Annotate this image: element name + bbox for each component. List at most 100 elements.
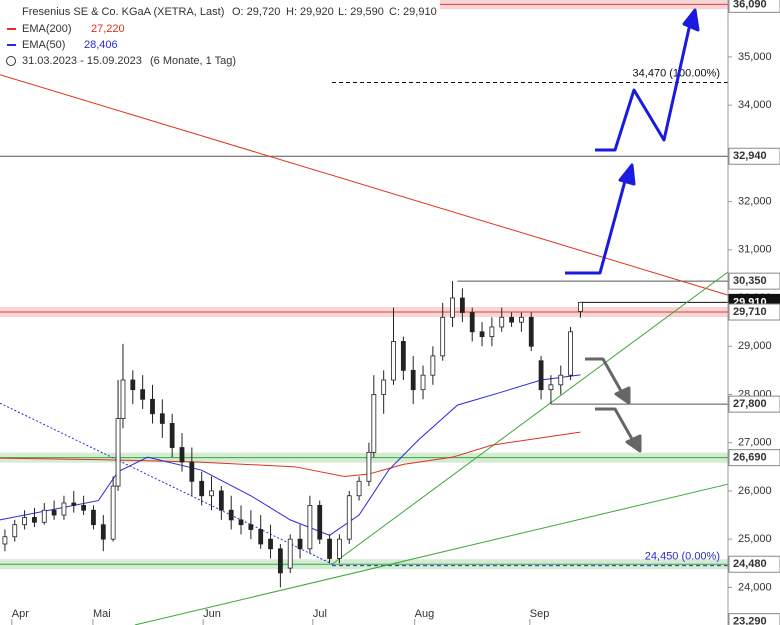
level-box <box>728 0 780 13</box>
candle-body <box>509 316 514 323</box>
candle-body <box>528 316 534 347</box>
candle-body <box>277 548 283 574</box>
y-tick-label: 27,000 <box>738 437 772 449</box>
forecast-arrows <box>565 8 700 453</box>
candle-body <box>130 379 136 391</box>
candle-body <box>519 316 524 323</box>
candle-body <box>410 369 416 391</box>
y-tick-label: 34,000 <box>738 99 772 111</box>
trendline <box>0 74 729 296</box>
legend-label: EMA(50) <box>22 39 65 51</box>
candle-body <box>159 413 165 424</box>
level-box <box>728 555 780 573</box>
y-tick-label: 24,000 <box>738 581 772 593</box>
candle-body <box>248 524 254 530</box>
level-box <box>728 303 780 321</box>
x-tick-label: Jul <box>313 608 327 620</box>
candle-body <box>430 355 436 376</box>
ohlc: L: 29,590 <box>338 6 384 18</box>
candle-body <box>317 505 323 540</box>
candle-body <box>115 418 121 487</box>
trendline <box>134 483 729 625</box>
x-tick-label: Mai <box>93 608 111 620</box>
candle-body <box>32 517 37 523</box>
candle-body <box>238 519 244 526</box>
candle-body <box>71 502 77 506</box>
y-tick-label: 26,000 <box>738 485 772 497</box>
candle-body <box>366 451 372 482</box>
candle-body <box>228 509 234 521</box>
candle-body <box>218 490 224 511</box>
candle-body <box>489 326 495 338</box>
trendline <box>0 402 335 566</box>
period: 31.03.2023 - 15.09.2023 <box>22 55 142 67</box>
level-label: 36,090 <box>733 0 767 10</box>
level-box <box>728 395 780 413</box>
title: Fresenius SE & Co. KGaA (XETRA, Last) <box>22 6 224 18</box>
ohlc: H: 29,920 <box>286 6 334 18</box>
candle-body <box>2 536 8 545</box>
candle-body <box>391 341 396 381</box>
level-label: 30,350 <box>733 275 767 287</box>
candle-body <box>381 379 387 395</box>
candle-body <box>110 485 116 540</box>
candle-body <box>400 341 406 371</box>
level-label: 27,800 <box>733 398 767 410</box>
candle-body <box>499 316 505 328</box>
candle-body <box>150 398 155 415</box>
level-box <box>728 613 780 625</box>
y-tick-label: 31,000 <box>738 244 772 256</box>
fib-label: 34,470 (100.00%) <box>633 67 720 79</box>
candle-body <box>12 524 18 538</box>
level-label: 26,690 <box>733 452 767 464</box>
candle-body <box>346 495 352 540</box>
candle-body <box>469 312 475 333</box>
x-tick-label: Aug <box>415 608 435 620</box>
candle-body <box>538 360 544 391</box>
level-label: 32,940 <box>733 150 767 162</box>
candle-body <box>578 301 583 312</box>
candle-body <box>440 316 446 357</box>
candle-body <box>100 524 106 540</box>
candle-body <box>209 490 214 497</box>
y-tick-label: 35,000 <box>738 51 772 63</box>
candle-body <box>548 384 554 391</box>
candle-body <box>51 509 57 516</box>
ohlc: C: 29,910 <box>389 6 437 18</box>
candle-body <box>337 538 342 559</box>
candle-body <box>420 374 426 391</box>
candle-body <box>371 394 377 453</box>
candle-body <box>356 480 362 497</box>
level-box <box>728 147 780 165</box>
level-label: 24,480 <box>733 558 767 570</box>
candle-body <box>169 423 175 448</box>
legend-value: 27,220 <box>91 23 125 35</box>
x-tick-label: Jun <box>203 608 221 620</box>
level-box <box>728 449 780 467</box>
x-tick-label: Sep <box>530 608 550 620</box>
period-note: (6 Monate, 1 Tag) <box>150 55 236 67</box>
candle-body <box>61 502 67 516</box>
trendline <box>331 271 729 565</box>
y-tick-label: 29,000 <box>738 340 772 352</box>
candle-body <box>287 538 293 569</box>
candle-body <box>459 297 465 313</box>
level-box <box>728 272 780 290</box>
candle-body <box>199 480 205 497</box>
candle-body <box>258 529 264 545</box>
candle-body <box>22 517 27 526</box>
candle-body <box>568 331 573 376</box>
legend-bg <box>0 0 440 70</box>
legend: Fresenius SE & Co. KGaA (XETRA, Last) O:… <box>0 0 440 70</box>
candle-body <box>558 374 564 386</box>
candle-body <box>179 447 185 463</box>
fib-label: 24,450 (0.00%) <box>645 551 720 563</box>
candle-body <box>81 505 87 511</box>
candle-body <box>327 538 332 559</box>
ohlc: O: 29,720 <box>232 6 280 18</box>
y-tick-label: 32,000 <box>738 195 772 207</box>
candle-body <box>479 331 485 338</box>
legend-value: 28,406 <box>84 39 118 51</box>
level-label: 29,710 <box>733 306 767 318</box>
